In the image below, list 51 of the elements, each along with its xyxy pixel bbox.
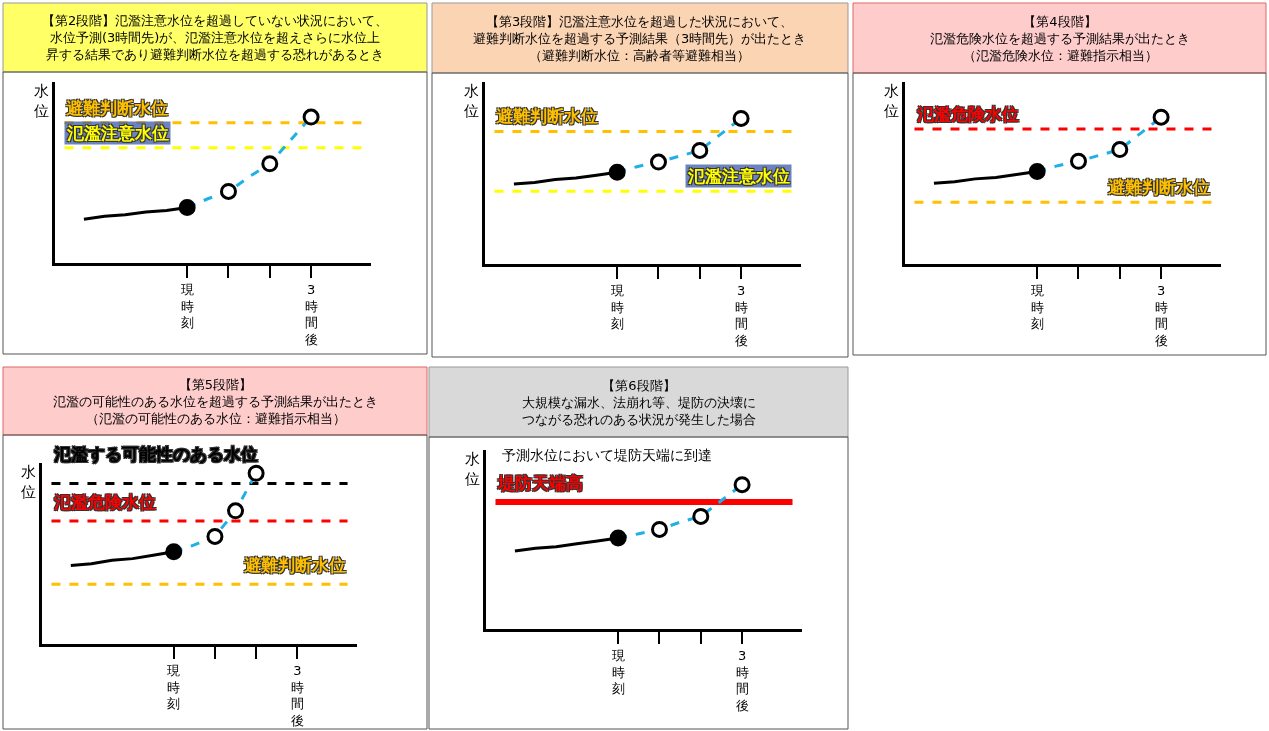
chart-title: 【第6段階】大規模な漏水、法崩れ等、堤防の決壊につながる恐れのある状況が発生した場合 bbox=[522, 378, 756, 427]
point bbox=[651, 520, 668, 538]
point bbox=[732, 109, 750, 127]
point bbox=[1070, 152, 1087, 170]
x-tick-label: 現時刻 bbox=[1030, 282, 1044, 332]
x-tick-label: 現時刻 bbox=[180, 281, 194, 331]
y-axis-title: 水位 bbox=[464, 82, 479, 120]
text: 予測水位において堤防天端に到達 bbox=[502, 447, 712, 463]
x-tick-label: 現時刻 bbox=[611, 647, 625, 697]
ref-line-label: 氾濫危険水位 bbox=[916, 104, 1019, 124]
x-tick-label: 3時間後 bbox=[734, 282, 748, 349]
point bbox=[1028, 163, 1046, 181]
x-tick-label: 3時間後 bbox=[1154, 282, 1168, 349]
x-tick-label: 3時間後 bbox=[304, 281, 318, 348]
x-tick-label: 現時刻 bbox=[610, 282, 624, 332]
ref-line-label: 氾濫注意水位 bbox=[687, 166, 790, 186]
point bbox=[178, 199, 196, 217]
ref-line-label: 氾濫危険水位 bbox=[53, 492, 156, 512]
y-axis-title: 水位 bbox=[21, 463, 36, 501]
point bbox=[247, 464, 265, 482]
y-axis-title: 水位 bbox=[884, 82, 899, 120]
point bbox=[227, 502, 245, 520]
point bbox=[261, 155, 279, 173]
point bbox=[302, 108, 320, 126]
x-tick-label: 現時刻 bbox=[167, 662, 181, 712]
chart-title: 【第3段階】氾濫注意水位を超過した状況において、避難判断水位を超過する予測結果（3時間先）が出たとき（避難判断水位：高齢者等避難相当） bbox=[473, 14, 807, 63]
point bbox=[206, 527, 224, 545]
point bbox=[609, 529, 627, 547]
ref-line-label: 避難判断水位 bbox=[496, 106, 598, 126]
x-tick-label: 3時間後 bbox=[735, 647, 749, 714]
ref-line-label: 避難判断水位 bbox=[1108, 177, 1210, 197]
ref-line-label: 堤防天端高 bbox=[497, 473, 583, 493]
ref-line-label: 氾濫する可能性のある水位 bbox=[53, 444, 258, 464]
y-axis-title: 水位 bbox=[34, 82, 49, 120]
ref-line-label: 避難判断水位 bbox=[66, 98, 168, 118]
point bbox=[691, 141, 709, 159]
point bbox=[1111, 141, 1129, 159]
ref-line-label: 避難判断水位 bbox=[244, 555, 346, 575]
ref-line-label: 氾濫注意水位 bbox=[66, 123, 169, 143]
point bbox=[1152, 108, 1170, 126]
chart-title: 【第4段階】氾濫危険水位を超過する予測結果が出たとき（氾濫危険水位：避難指示相当） bbox=[930, 14, 1190, 63]
chart-title: 【第2段階】氾濫注意水位を超過していない状況において、水位予測(3時間先)が、氾濫注意水位を超えさらに水位上昇する結果であり避難判断水位を超過する恐れがあるとき bbox=[42, 13, 389, 62]
point bbox=[692, 507, 710, 525]
x-tick-label: 3時間後 bbox=[290, 662, 304, 729]
chart-title: 【第5段階】氾濫の可能性のある水位を超過する予測結果が出たとき（氾濫の可能性のある水位：避難指示相当） bbox=[53, 377, 378, 426]
point bbox=[733, 476, 751, 494]
y-axis-title: 水位 bbox=[465, 450, 480, 488]
point bbox=[220, 182, 237, 200]
point bbox=[650, 153, 667, 171]
point bbox=[165, 543, 183, 561]
point bbox=[608, 163, 626, 181]
